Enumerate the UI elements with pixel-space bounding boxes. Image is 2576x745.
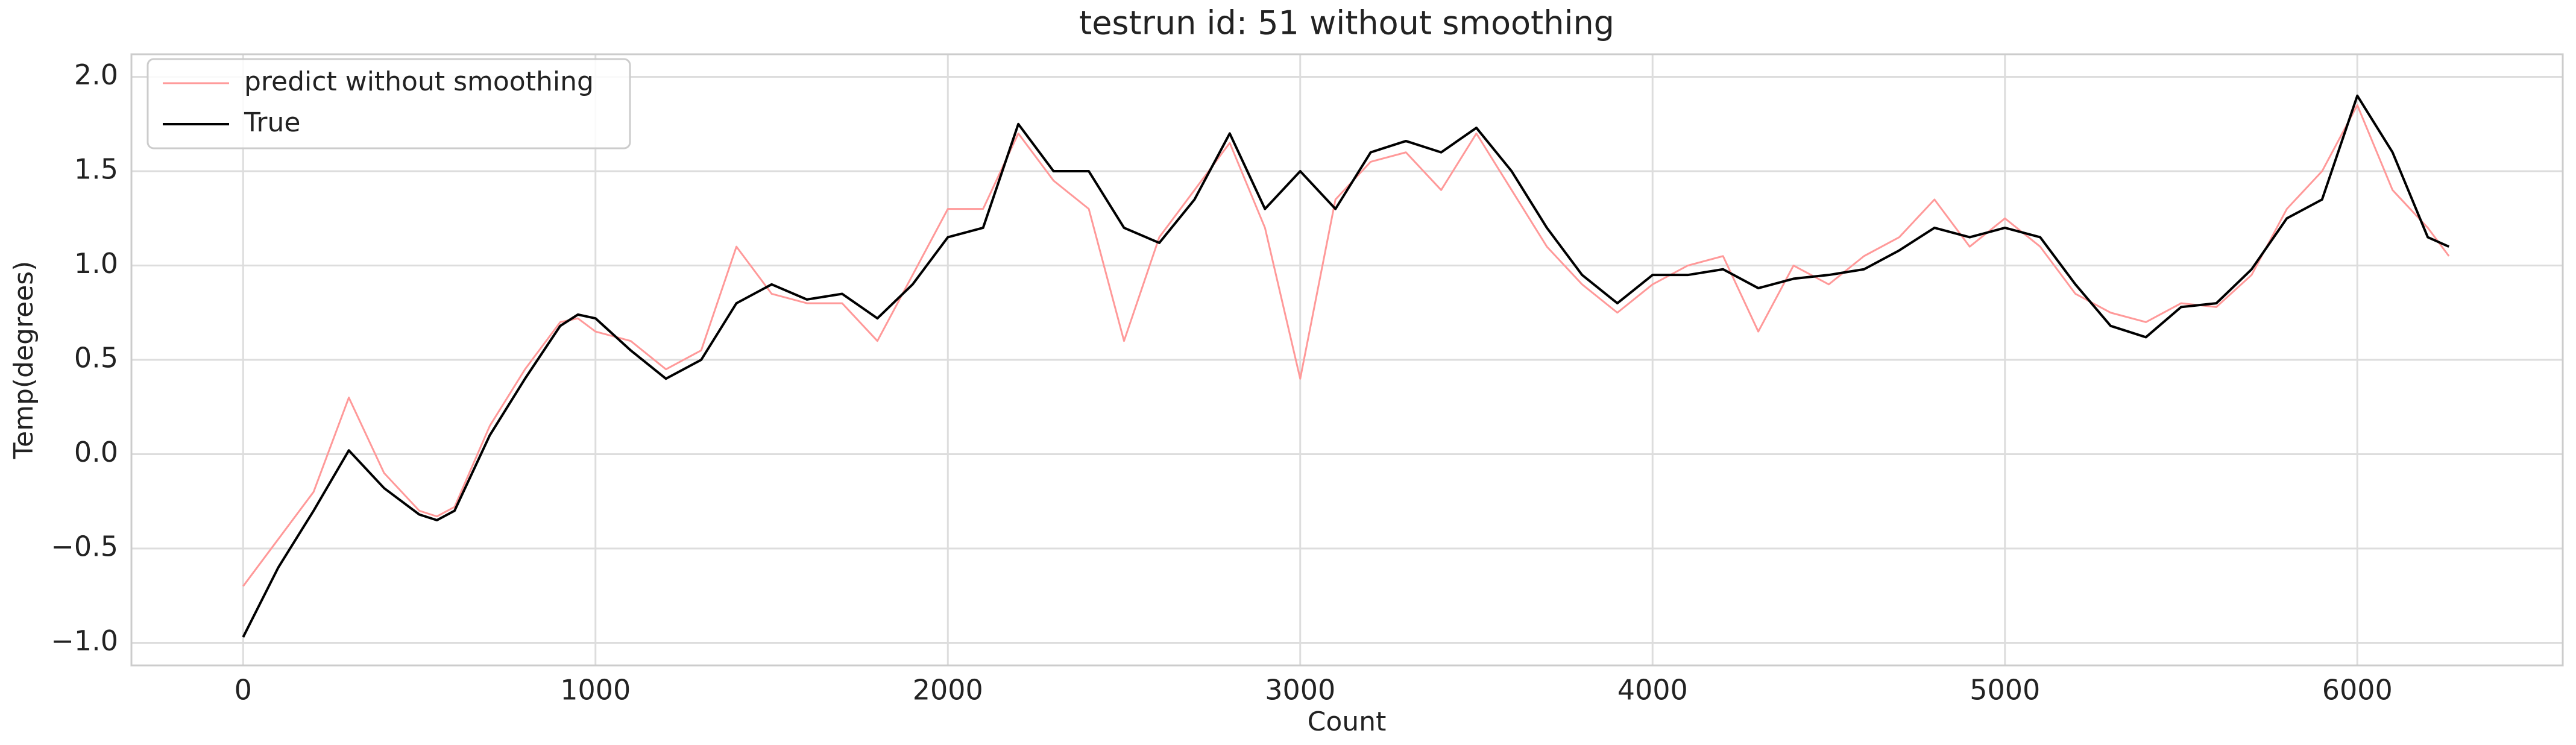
y-axis-label: Temp(degrees) [8,261,39,460]
legend-label: predict without smoothing [244,66,594,97]
x-tick-label: 0 [235,674,252,706]
legend-label: True [244,107,300,138]
y-tick-label: 1.5 [74,153,118,186]
legend-box [146,58,631,149]
plot-frame [130,53,2564,667]
y-tick-label: 1.0 [74,247,118,280]
x-tick-label: 3000 [1265,674,1335,706]
y-tick-label: 0.5 [74,342,118,374]
series-line [242,94,2450,638]
x-tick-label: 5000 [1970,674,2040,706]
x-axis-label: Count [1308,706,1387,737]
x-tick-label: 1000 [560,674,631,706]
y-tick-label: −1.0 [51,624,118,657]
chart-title: testrun id: 51 without smoothing [1079,4,1614,42]
series-line [242,104,2450,587]
y-tick-label: −0.5 [51,530,118,562]
x-tick-label: 4000 [1617,674,1688,706]
y-tick-label: 0.0 [74,436,118,468]
y-tick-label: 2.0 [74,58,118,91]
x-tick-label: 2000 [913,674,983,706]
x-tick-label: 6000 [2322,674,2393,706]
